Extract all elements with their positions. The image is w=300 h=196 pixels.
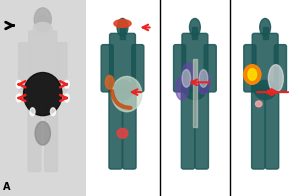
Ellipse shape bbox=[112, 76, 142, 112]
Ellipse shape bbox=[105, 75, 114, 89]
Ellipse shape bbox=[33, 23, 52, 34]
FancyBboxPatch shape bbox=[204, 45, 216, 92]
Ellipse shape bbox=[176, 76, 188, 100]
Ellipse shape bbox=[260, 18, 271, 36]
Ellipse shape bbox=[50, 108, 56, 116]
Bar bbox=[263, 27, 268, 39]
FancyBboxPatch shape bbox=[109, 85, 122, 169]
Ellipse shape bbox=[30, 80, 56, 100]
FancyBboxPatch shape bbox=[45, 84, 57, 172]
Ellipse shape bbox=[64, 80, 69, 88]
Ellipse shape bbox=[254, 80, 276, 100]
FancyBboxPatch shape bbox=[244, 45, 256, 92]
Ellipse shape bbox=[190, 18, 200, 36]
FancyBboxPatch shape bbox=[173, 45, 186, 92]
FancyBboxPatch shape bbox=[195, 85, 208, 169]
FancyBboxPatch shape bbox=[252, 33, 278, 92]
Ellipse shape bbox=[23, 73, 62, 116]
FancyBboxPatch shape bbox=[29, 31, 57, 92]
Ellipse shape bbox=[182, 70, 190, 87]
FancyBboxPatch shape bbox=[132, 45, 144, 92]
Bar bbox=[193, 27, 197, 39]
FancyBboxPatch shape bbox=[110, 33, 136, 92]
Ellipse shape bbox=[268, 65, 284, 92]
FancyArrowPatch shape bbox=[112, 91, 130, 108]
Ellipse shape bbox=[16, 94, 21, 102]
Ellipse shape bbox=[244, 65, 261, 84]
Ellipse shape bbox=[117, 18, 128, 36]
FancyBboxPatch shape bbox=[266, 85, 279, 169]
Ellipse shape bbox=[30, 108, 35, 116]
FancyBboxPatch shape bbox=[56, 43, 67, 92]
Ellipse shape bbox=[248, 69, 256, 80]
Bar bbox=[120, 27, 125, 39]
FancyBboxPatch shape bbox=[274, 45, 286, 92]
FancyBboxPatch shape bbox=[181, 85, 195, 169]
Ellipse shape bbox=[182, 63, 195, 86]
Ellipse shape bbox=[117, 128, 128, 138]
Ellipse shape bbox=[184, 80, 206, 100]
Ellipse shape bbox=[64, 94, 69, 102]
FancyBboxPatch shape bbox=[19, 43, 30, 92]
Ellipse shape bbox=[199, 70, 208, 87]
Ellipse shape bbox=[112, 80, 133, 100]
Ellipse shape bbox=[35, 122, 50, 145]
FancyBboxPatch shape bbox=[101, 45, 113, 92]
Bar bbox=[40, 25, 46, 36]
Text: B: B bbox=[88, 182, 95, 192]
FancyBboxPatch shape bbox=[28, 84, 41, 172]
Ellipse shape bbox=[256, 101, 262, 107]
Ellipse shape bbox=[34, 8, 51, 31]
Bar bbox=[193, 59, 197, 127]
Ellipse shape bbox=[114, 20, 131, 27]
Text: A: A bbox=[3, 182, 11, 192]
FancyBboxPatch shape bbox=[252, 85, 265, 169]
FancyBboxPatch shape bbox=[182, 33, 208, 92]
Ellipse shape bbox=[36, 15, 49, 34]
FancyBboxPatch shape bbox=[123, 85, 136, 169]
Ellipse shape bbox=[197, 71, 210, 94]
Ellipse shape bbox=[16, 80, 21, 88]
